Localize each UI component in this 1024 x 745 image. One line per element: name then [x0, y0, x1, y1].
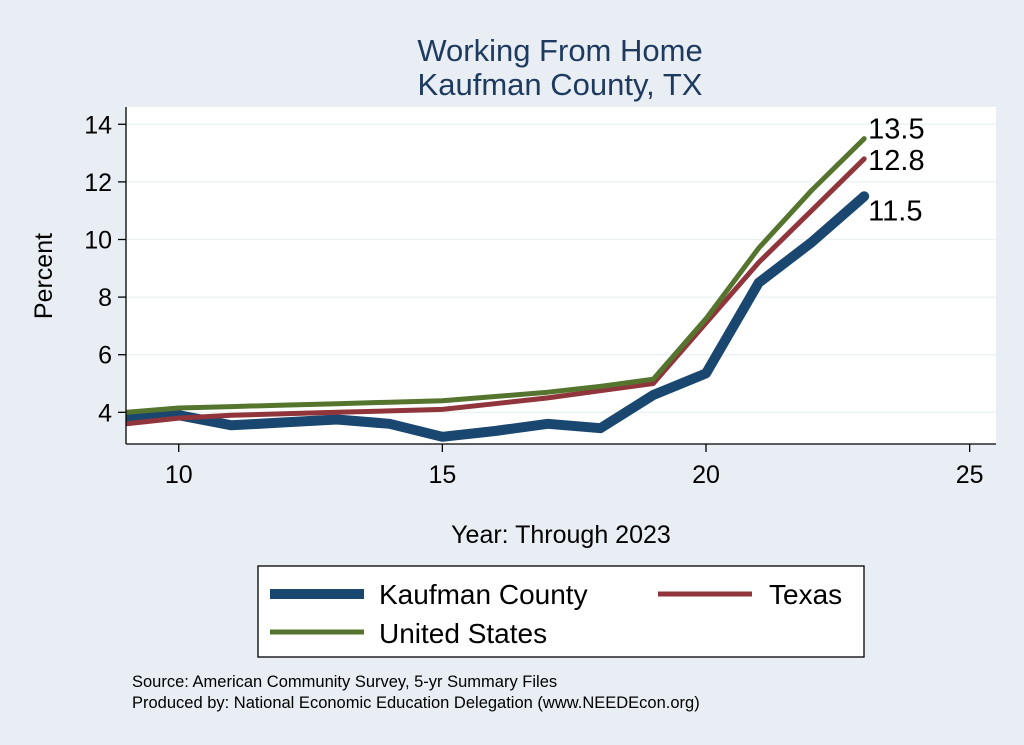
end-marker-texas [861, 156, 867, 162]
legend-label-kaufman-county: Kaufman County [379, 579, 588, 610]
y-axis-title: Percent [30, 233, 58, 319]
plot-background [126, 107, 996, 444]
series-line-kaufman-county [125, 192, 868, 442]
series-lines [125, 136, 870, 442]
chart-title: Working From Home [417, 33, 702, 68]
y-axis-ticks: 4 6 8 10 12 14 [84, 111, 126, 427]
x-axis-title: Year: Through 2023 [451, 521, 671, 549]
end-label-kaufman-county: 11.5 [868, 195, 922, 227]
y-tick-label-4: 12 [84, 169, 112, 197]
series-line-texas [125, 157, 866, 427]
y-tick-label-0: 4 [98, 399, 112, 427]
end-label-texas: 12.8 [868, 145, 924, 177]
end-labels: 11.5 12.813.5 [868, 114, 924, 228]
x-tick-label-2: 20 [692, 461, 720, 489]
y-tick-label-1: 6 [98, 342, 112, 370]
source-line-1: Source: American Community Survey, 5-yr … [132, 673, 557, 691]
legend: Kaufman County Texas United States [257, 565, 865, 658]
chart-subtitle: Kaufman County, TX [418, 67, 703, 102]
legend-box [257, 565, 865, 658]
y-tick-label-3: 10 [84, 226, 112, 254]
legend-label-texas: Texas [769, 579, 842, 610]
end-marker-united-states [861, 136, 867, 142]
x-tick-label-3: 25 [956, 461, 984, 489]
x-axis-ticks: 10 15 20 25 [165, 444, 984, 489]
source-line-2: Produced by: National Economic Education… [132, 694, 700, 712]
x-tick-label-1: 15 [428, 461, 456, 489]
y-tick-label-5: 14 [84, 111, 112, 139]
series-line-united-states [125, 136, 866, 415]
x-tick-label-0: 10 [165, 461, 193, 489]
legend-label-united-states: United States [379, 618, 547, 649]
end-marker-kaufman-county [859, 191, 870, 202]
end-label-united-states: 13.5 [868, 114, 924, 146]
y-tick-label-2: 8 [98, 284, 112, 312]
